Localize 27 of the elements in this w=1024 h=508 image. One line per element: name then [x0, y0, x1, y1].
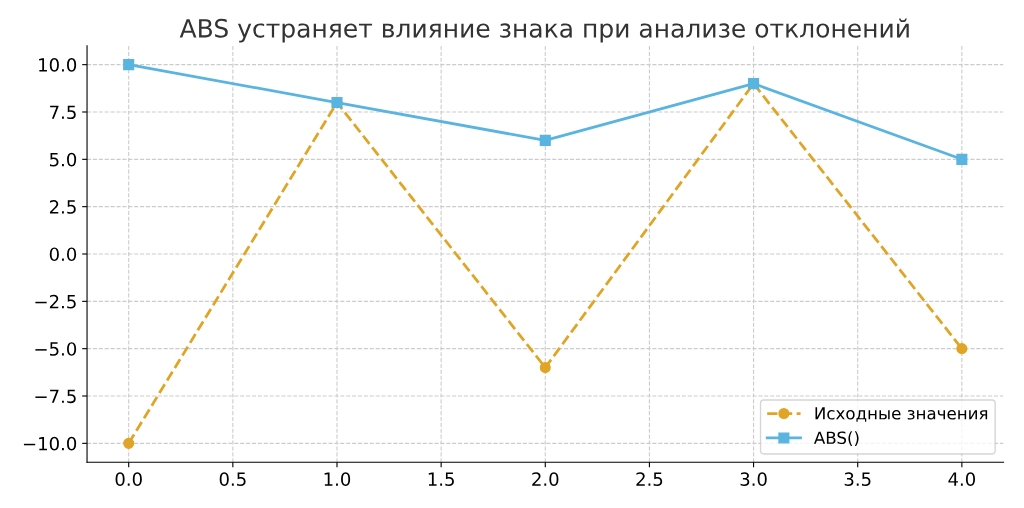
y-tick-label: 2.5 [49, 200, 76, 214]
point [539, 134, 551, 146]
x-tick-label: 0.0 [115, 472, 142, 486]
y-tick-label: −7.5 [35, 389, 76, 404]
x-tick-label: 2.0 [532, 472, 559, 486]
y-tick-label: 10.0 [39, 58, 77, 72]
point [956, 343, 968, 355]
chart-title: ABS устраняет влияние знака при анализе отклонений [179, 18, 909, 43]
x-tick-label: 1.0 [324, 472, 351, 486]
y-tick-label: −5.0 [35, 342, 77, 356]
x-tick-label: 3.5 [844, 472, 871, 486]
legend-label: ABS() [814, 431, 859, 447]
y-tick-label: 7.5 [50, 105, 76, 120]
y-tick-label: −2.5 [35, 294, 76, 309]
point [956, 153, 968, 165]
y-tick-label: 5.0 [50, 152, 77, 167]
point [539, 362, 551, 374]
x-tick-label: 1.5 [428, 472, 454, 486]
legend-label: Исходные значения [815, 407, 988, 422]
point [123, 59, 135, 71]
point [123, 437, 135, 449]
x-tick-label: 2.5 [636, 472, 663, 486]
y-tick-label: 0.0 [49, 247, 77, 262]
x-tick-label: 3.0 [740, 472, 767, 486]
x-tick-label: 4.0 [948, 472, 976, 486]
y-tick-label: −10.0 [23, 436, 77, 451]
x-tick-label: 0.5 [219, 472, 246, 486]
